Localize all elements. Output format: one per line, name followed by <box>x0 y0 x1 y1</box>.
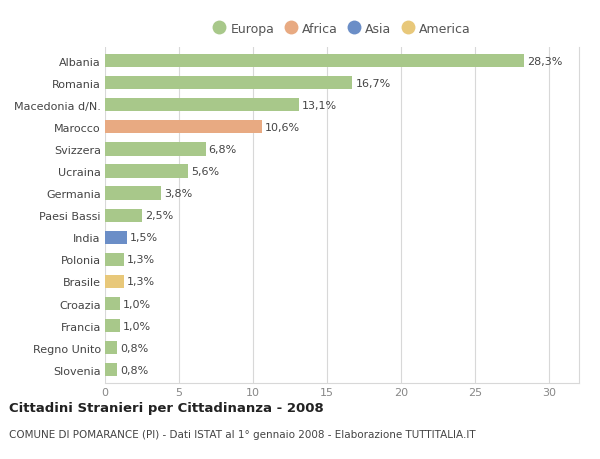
Text: Cittadini Stranieri per Cittadinanza - 2008: Cittadini Stranieri per Cittadinanza - 2… <box>9 402 324 414</box>
Bar <box>105 231 127 244</box>
Text: 2,5%: 2,5% <box>145 211 173 221</box>
Text: 1,3%: 1,3% <box>127 255 155 265</box>
Text: 13,1%: 13,1% <box>302 101 337 111</box>
Bar <box>105 209 142 222</box>
Text: COMUNE DI POMARANCE (PI) - Dati ISTAT al 1° gennaio 2008 - Elaborazione TUTTITAL: COMUNE DI POMARANCE (PI) - Dati ISTAT al… <box>9 429 476 439</box>
Bar <box>105 297 120 311</box>
Text: 28,3%: 28,3% <box>527 56 563 67</box>
Bar <box>105 77 352 90</box>
Bar <box>105 341 117 355</box>
Legend: Europa, Africa, Asia, America: Europa, Africa, Asia, America <box>208 17 476 40</box>
Text: 0,8%: 0,8% <box>120 365 148 375</box>
Text: 1,3%: 1,3% <box>127 277 155 287</box>
Text: 0,8%: 0,8% <box>120 343 148 353</box>
Bar <box>105 187 161 200</box>
Text: 1,0%: 1,0% <box>123 299 151 309</box>
Bar <box>105 55 524 68</box>
Text: 5,6%: 5,6% <box>191 167 219 177</box>
Bar <box>105 99 299 112</box>
Bar <box>105 253 124 266</box>
Bar <box>105 319 120 333</box>
Bar <box>105 364 117 377</box>
Text: 1,0%: 1,0% <box>123 321 151 331</box>
Bar <box>105 275 124 288</box>
Bar <box>105 121 262 134</box>
Bar <box>105 143 206 156</box>
Text: 6,8%: 6,8% <box>209 145 237 155</box>
Text: 3,8%: 3,8% <box>164 189 193 199</box>
Text: 1,5%: 1,5% <box>130 233 158 243</box>
Text: 16,7%: 16,7% <box>355 78 391 89</box>
Bar <box>105 165 188 178</box>
Text: 10,6%: 10,6% <box>265 123 300 133</box>
